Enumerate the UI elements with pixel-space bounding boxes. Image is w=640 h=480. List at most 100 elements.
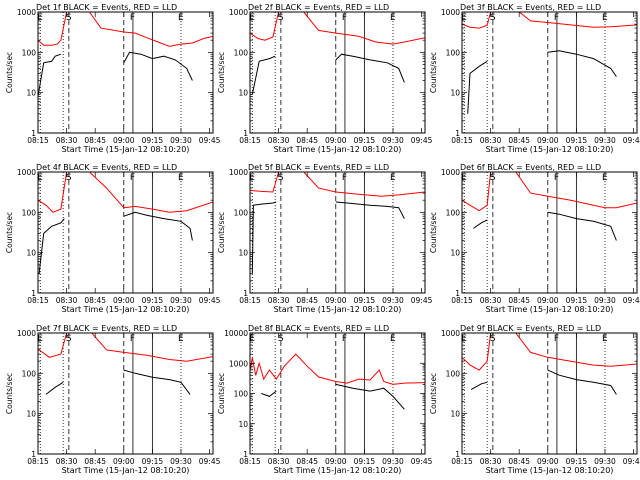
- x-axis-label: Start Time (15-Jan-12 08:10:20): [274, 466, 402, 475]
- series-events-line: [335, 53, 405, 83]
- y-tick-label: 1000: [17, 8, 36, 17]
- x-tick-label: 08:15: [27, 457, 49, 466]
- series-events-line: [467, 60, 488, 114]
- y-tick-label: 1: [31, 450, 36, 459]
- panel-title: Det 7f BLACK = Events, RED = LLD: [36, 324, 177, 333]
- series-lld-line: [38, 333, 213, 362]
- x-axis-label: Start Time (15-Jan-12 08:10:20): [486, 466, 614, 475]
- y-tick-label: 10: [450, 249, 460, 258]
- plot-frame: [461, 332, 638, 455]
- marker-label: E: [178, 13, 184, 23]
- x-tick-label: 09:15: [566, 296, 588, 305]
- marker-label: F: [130, 173, 135, 183]
- x-tick-label: 09:15: [142, 136, 164, 145]
- x-tick-label: 08:30: [56, 136, 78, 145]
- y-tick-label: 1: [243, 289, 248, 298]
- marker-label: E: [390, 334, 396, 344]
- x-tick-label: 08:45: [84, 296, 106, 305]
- x-axis-label: Start Time (15-Jan-12 08:10:20): [62, 466, 190, 475]
- y-tick-label: 1: [243, 129, 248, 138]
- y-tick-label: 1000: [229, 168, 248, 177]
- x-tick-label: 08:45: [84, 136, 106, 145]
- x-tick-label: 08:30: [268, 296, 290, 305]
- y-tick-label: 10: [238, 89, 248, 98]
- y-tick-label: 10: [26, 89, 36, 98]
- y-axis-label: Counts/sec: [5, 212, 14, 253]
- y-tick-label: 1000: [229, 8, 248, 17]
- marker-label: F: [342, 173, 347, 183]
- series-events-line: [335, 383, 405, 410]
- x-tick-label: 08:15: [239, 296, 261, 305]
- plot-frame: [461, 171, 638, 294]
- x-tick-label: 08:15: [27, 296, 49, 305]
- marker-label: S: [66, 173, 72, 183]
- plot-frame: [37, 171, 214, 294]
- marker-label: S: [490, 173, 496, 183]
- panel-title: Det 3f BLACK = Events, RED = LLD: [460, 3, 601, 12]
- series-events-line: [335, 201, 405, 219]
- x-tick-label: 09:30: [382, 296, 404, 305]
- panel-title: Det 9f BLACK = Events, RED = LLD: [460, 324, 601, 333]
- x-tick-label: 08:45: [296, 136, 318, 145]
- x-tick-label: 09:00: [113, 457, 135, 466]
- x-tick-label: 09:30: [170, 136, 192, 145]
- x-tick-label: 09:00: [325, 457, 347, 466]
- x-axis-label: Start Time (15-Jan-12 08:10:20): [62, 305, 190, 314]
- x-tick-label: 08:30: [268, 457, 290, 466]
- x-tick-label: 09:30: [170, 296, 192, 305]
- y-tick-label: 100: [234, 390, 249, 399]
- y-tick-label: 100: [446, 208, 461, 217]
- x-tick-label: 08:15: [451, 457, 473, 466]
- x-tick-label: 09:00: [537, 296, 559, 305]
- x-tick-label: 09:00: [537, 136, 559, 145]
- marker-label: F: [342, 13, 347, 23]
- marker-label: F: [130, 334, 135, 344]
- x-tick-label: 09:00: [325, 296, 347, 305]
- y-axis-label: Counts/sec: [217, 212, 226, 253]
- marker-label: S: [490, 334, 496, 344]
- x-tick-label: 09:15: [142, 296, 164, 305]
- y-axis-label: Counts/sec: [429, 373, 438, 414]
- y-tick-label: 100: [234, 48, 249, 57]
- marker-label: S: [278, 13, 284, 23]
- x-tick-label: 08:45: [508, 136, 530, 145]
- plot-frame: [249, 171, 426, 294]
- x-tick-label: 09:15: [566, 136, 588, 145]
- x-tick-label: 09:45: [623, 296, 640, 305]
- plot-frame: [461, 11, 638, 134]
- y-axis-label: Counts/sec: [429, 52, 438, 93]
- y-tick-label: 10: [26, 249, 36, 258]
- x-tick-label: 09:30: [382, 136, 404, 145]
- x-tick-label: 08:45: [296, 296, 318, 305]
- x-tick-label: 08:45: [508, 296, 530, 305]
- y-tick-label: 1000: [441, 168, 460, 177]
- y-tick-label: 1: [455, 129, 460, 138]
- x-tick-label: 08:15: [451, 296, 473, 305]
- marker-label: S: [278, 173, 284, 183]
- series-events-line: [38, 53, 62, 97]
- series-events-line: [45, 381, 64, 395]
- x-tick-label: 08:30: [480, 296, 502, 305]
- y-tick-label: 1: [455, 450, 460, 459]
- x-tick-label: 08:45: [296, 457, 318, 466]
- x-tick-label: 09:45: [199, 136, 221, 145]
- series-lld-line: [462, 333, 637, 371]
- panel-title: Det 1f BLACK = Events, RED = LLD: [36, 3, 177, 12]
- series-lld-line: [250, 172, 425, 197]
- x-tick-label: 09:45: [199, 296, 221, 305]
- x-tick-label: 09:00: [113, 136, 135, 145]
- y-tick-label: 100: [22, 48, 37, 57]
- y-tick-label: 100: [234, 208, 249, 217]
- y-tick-label: 1000: [441, 8, 460, 17]
- x-tick-label: 08:30: [56, 457, 78, 466]
- marker-label: S: [490, 13, 496, 23]
- series-events-line: [251, 55, 276, 95]
- x-tick-label: 09:45: [623, 136, 640, 145]
